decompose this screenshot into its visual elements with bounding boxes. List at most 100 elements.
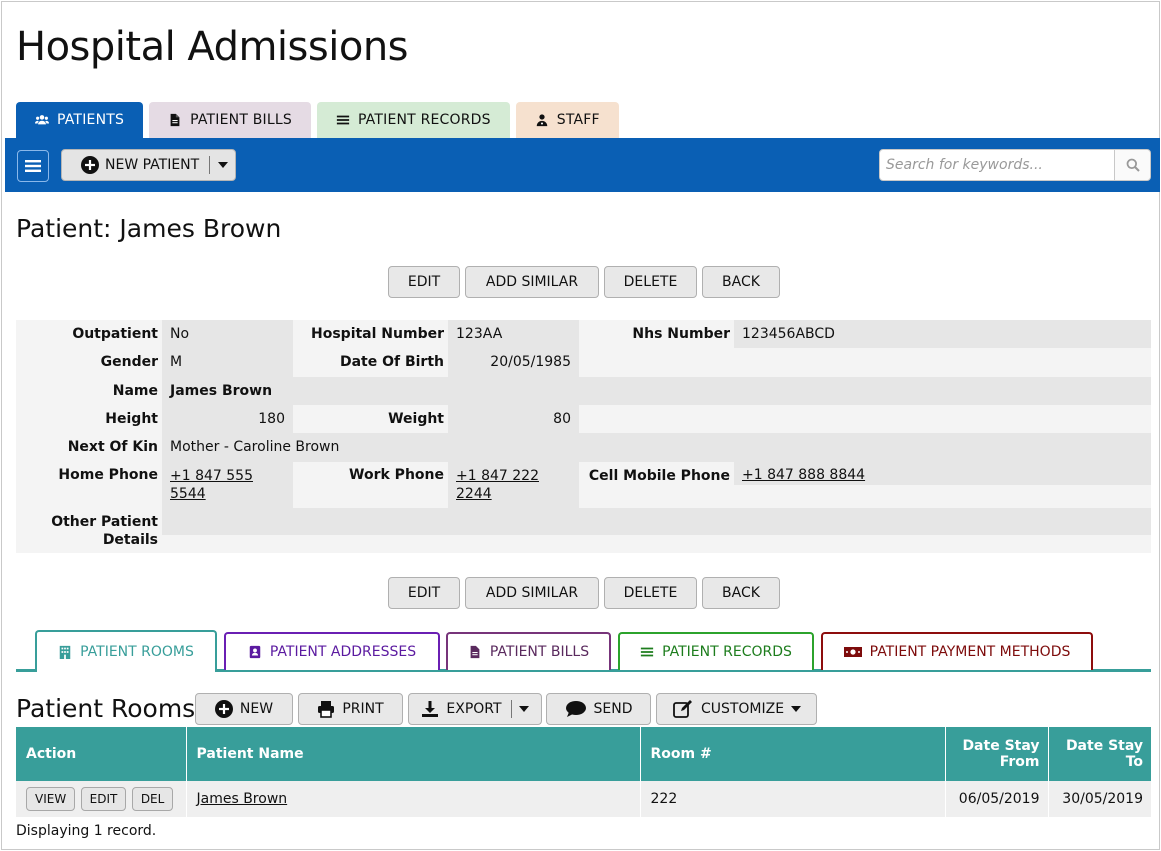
tab-patient-records[interactable]: PATIENT RECORDS — [316, 102, 510, 138]
record-count: Displaying 1 record. — [16, 823, 157, 839]
rooms-heading: Patient Rooms — [16, 694, 196, 723]
tab-patient-rooms[interactable]: PATIENT ROOMS — [35, 630, 217, 672]
record-actions-top: EDIT ADD SIMILAR DELETE BACK — [388, 266, 780, 298]
edit-button[interactable]: EDIT — [388, 266, 460, 298]
hamburger-icon — [25, 160, 41, 172]
main-toolbar: NEW PATIENT — [5, 138, 1160, 192]
delete-button[interactable]: DELETE — [604, 266, 697, 298]
file-icon — [470, 645, 480, 659]
tab-patient-payment-methods-label: PATIENT PAYMENT METHODS — [869, 644, 1071, 660]
value-next-of-kin: Mother - Caroline Brown — [162, 433, 1151, 462]
tab-staff[interactable]: STAFF — [515, 102, 619, 138]
label-hospital-number: Hospital Number — [293, 320, 448, 348]
caret-down-icon — [791, 706, 802, 712]
label-home-phone: Home Phone — [16, 462, 162, 508]
label-date-of-birth: Date Of Birth — [293, 348, 448, 377]
cell-patient-name: James Brown — [186, 781, 641, 817]
export-label: EXPORT — [446, 701, 502, 717]
comment-icon — [565, 701, 586, 717]
col-room[interactable]: Room # — [640, 727, 946, 781]
menu-button[interactable] — [17, 150, 49, 182]
add-similar-button[interactable]: ADD SIMILAR — [465, 266, 599, 298]
search-input[interactable] — [880, 150, 1114, 180]
row-actions: VIEW EDIT DEL — [16, 781, 187, 817]
page-title: Patient: James Brown — [16, 214, 282, 243]
table-header-row: Action Patient Name Room # Date Stay Fro… — [16, 727, 1151, 781]
new-room-label: NEW — [239, 701, 274, 717]
patient-name-link[interactable]: James Brown — [196, 791, 288, 807]
customize-button[interactable]: CUSTOMIZE — [656, 693, 817, 725]
tab-patient-bills[interactable]: PATIENT BILLS — [149, 102, 311, 138]
patient-details: Outpatient No Hospital Number 123AA Nhs … — [16, 320, 1151, 553]
tab-patient-payment-methods[interactable]: PATIENT PAYMENT METHODS — [821, 632, 1093, 670]
list-icon — [640, 647, 654, 657]
download-icon — [422, 701, 439, 717]
cell-date-from: 06/05/2019 — [945, 781, 1049, 817]
cell-phone-link[interactable]: +1 847 888 8844 — [742, 467, 866, 483]
tab-patients[interactable]: PATIENTS — [16, 102, 144, 138]
building-icon — [59, 645, 71, 659]
col-date-to[interactable]: Date Stay To — [1048, 727, 1151, 781]
tab-patients-label: PATIENTS — [57, 112, 125, 128]
tab-patient-records-sub-label: PATIENT RECORDS — [662, 644, 792, 660]
tab-patient-records-sub[interactable]: PATIENT RECORDS — [618, 632, 814, 670]
print-label: PRINT — [342, 701, 384, 717]
file-icon — [170, 113, 180, 127]
value-gender: M — [162, 348, 293, 377]
customize-label: CUSTOMIZE — [700, 701, 785, 717]
cell-room: 222 — [640, 781, 946, 817]
col-date-from[interactable]: Date Stay From — [945, 727, 1049, 781]
plus-circle-icon — [81, 156, 99, 174]
add-similar-button-bottom[interactable]: ADD SIMILAR — [465, 577, 599, 609]
caret-down-icon[interactable] — [518, 706, 529, 712]
caret-down-icon[interactable] — [218, 162, 229, 168]
home-phone-link[interactable]: +1 847 555 5544 — [170, 468, 253, 502]
new-patient-button[interactable]: NEW PATIENT — [61, 149, 236, 181]
export-button[interactable]: EXPORT — [408, 693, 542, 725]
user-doctor-icon — [536, 114, 547, 127]
value-weight: 80 — [448, 405, 579, 433]
new-room-button[interactable]: NEW — [195, 693, 293, 725]
label-height: Height — [16, 405, 162, 433]
row-delete-button[interactable]: DEL — [131, 787, 174, 811]
send-label: SEND — [593, 701, 633, 717]
label-next-of-kin: Next Of Kin — [16, 433, 162, 462]
label-outpatient: Outpatient — [16, 320, 162, 348]
tab-patient-bills-label: PATIENT BILLS — [190, 112, 292, 128]
search-button[interactable] — [1114, 150, 1150, 180]
row-edit-button[interactable]: EDIT — [80, 787, 127, 811]
cell-date-to: 30/05/2019 — [1048, 781, 1151, 817]
label-gender: Gender — [16, 348, 162, 377]
tab-patient-addresses[interactable]: PATIENT ADDRESSES — [224, 632, 440, 670]
rooms-table: Action Patient Name Room # Date Stay Fro… — [16, 727, 1151, 817]
value-hospital-number: 123AA — [448, 320, 579, 348]
app-title: Hospital Admissions — [16, 24, 409, 70]
tab-staff-label: STAFF — [556, 112, 600, 128]
label-other-details: Other Patient Details — [16, 508, 162, 553]
label-weight: Weight — [293, 405, 448, 433]
new-patient-label: NEW PATIENT — [105, 157, 200, 173]
tab-patient-records-label: PATIENT RECORDS — [357, 112, 491, 128]
value-height: 180 — [162, 405, 293, 433]
split-separator — [209, 156, 211, 174]
plus-circle-icon — [214, 700, 233, 718]
work-phone-link[interactable]: +1 847 222 2244 — [456, 468, 539, 502]
tab-patient-bills-sub[interactable]: PATIENT BILLS — [446, 632, 611, 670]
delete-button-bottom[interactable]: DELETE — [604, 577, 697, 609]
col-patient-name[interactable]: Patient Name — [186, 727, 641, 781]
tab-patient-bills-sub-label: PATIENT BILLS — [489, 644, 590, 660]
label-name: Name — [16, 377, 162, 405]
row-view-button[interactable]: VIEW — [26, 787, 76, 811]
back-button-bottom[interactable]: BACK — [702, 577, 780, 609]
table-row: VIEW EDIT DEL James Brown 222 06/05/2019… — [16, 781, 1151, 817]
edit-button-bottom[interactable]: EDIT — [388, 577, 460, 609]
send-button[interactable]: SEND — [546, 693, 651, 725]
label-cell-mobile-phone: Cell Mobile Phone — [579, 462, 734, 508]
search-icon — [1126, 158, 1140, 172]
col-action: Action — [16, 727, 187, 781]
value-name: James Brown — [162, 377, 1151, 405]
money-bill-icon — [843, 647, 862, 657]
back-button[interactable]: BACK — [702, 266, 780, 298]
print-button[interactable]: PRINT — [298, 693, 403, 725]
search-box — [879, 149, 1151, 181]
